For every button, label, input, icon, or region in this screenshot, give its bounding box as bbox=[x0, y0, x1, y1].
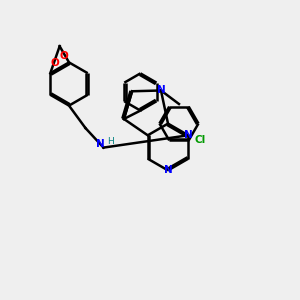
Text: O: O bbox=[51, 58, 60, 68]
Text: N: N bbox=[157, 85, 165, 95]
Text: Cl: Cl bbox=[194, 135, 206, 146]
Text: H: H bbox=[107, 136, 113, 146]
Text: N: N bbox=[164, 165, 172, 176]
Text: O: O bbox=[60, 51, 68, 61]
Text: N: N bbox=[184, 130, 193, 140]
Text: N: N bbox=[95, 139, 104, 149]
